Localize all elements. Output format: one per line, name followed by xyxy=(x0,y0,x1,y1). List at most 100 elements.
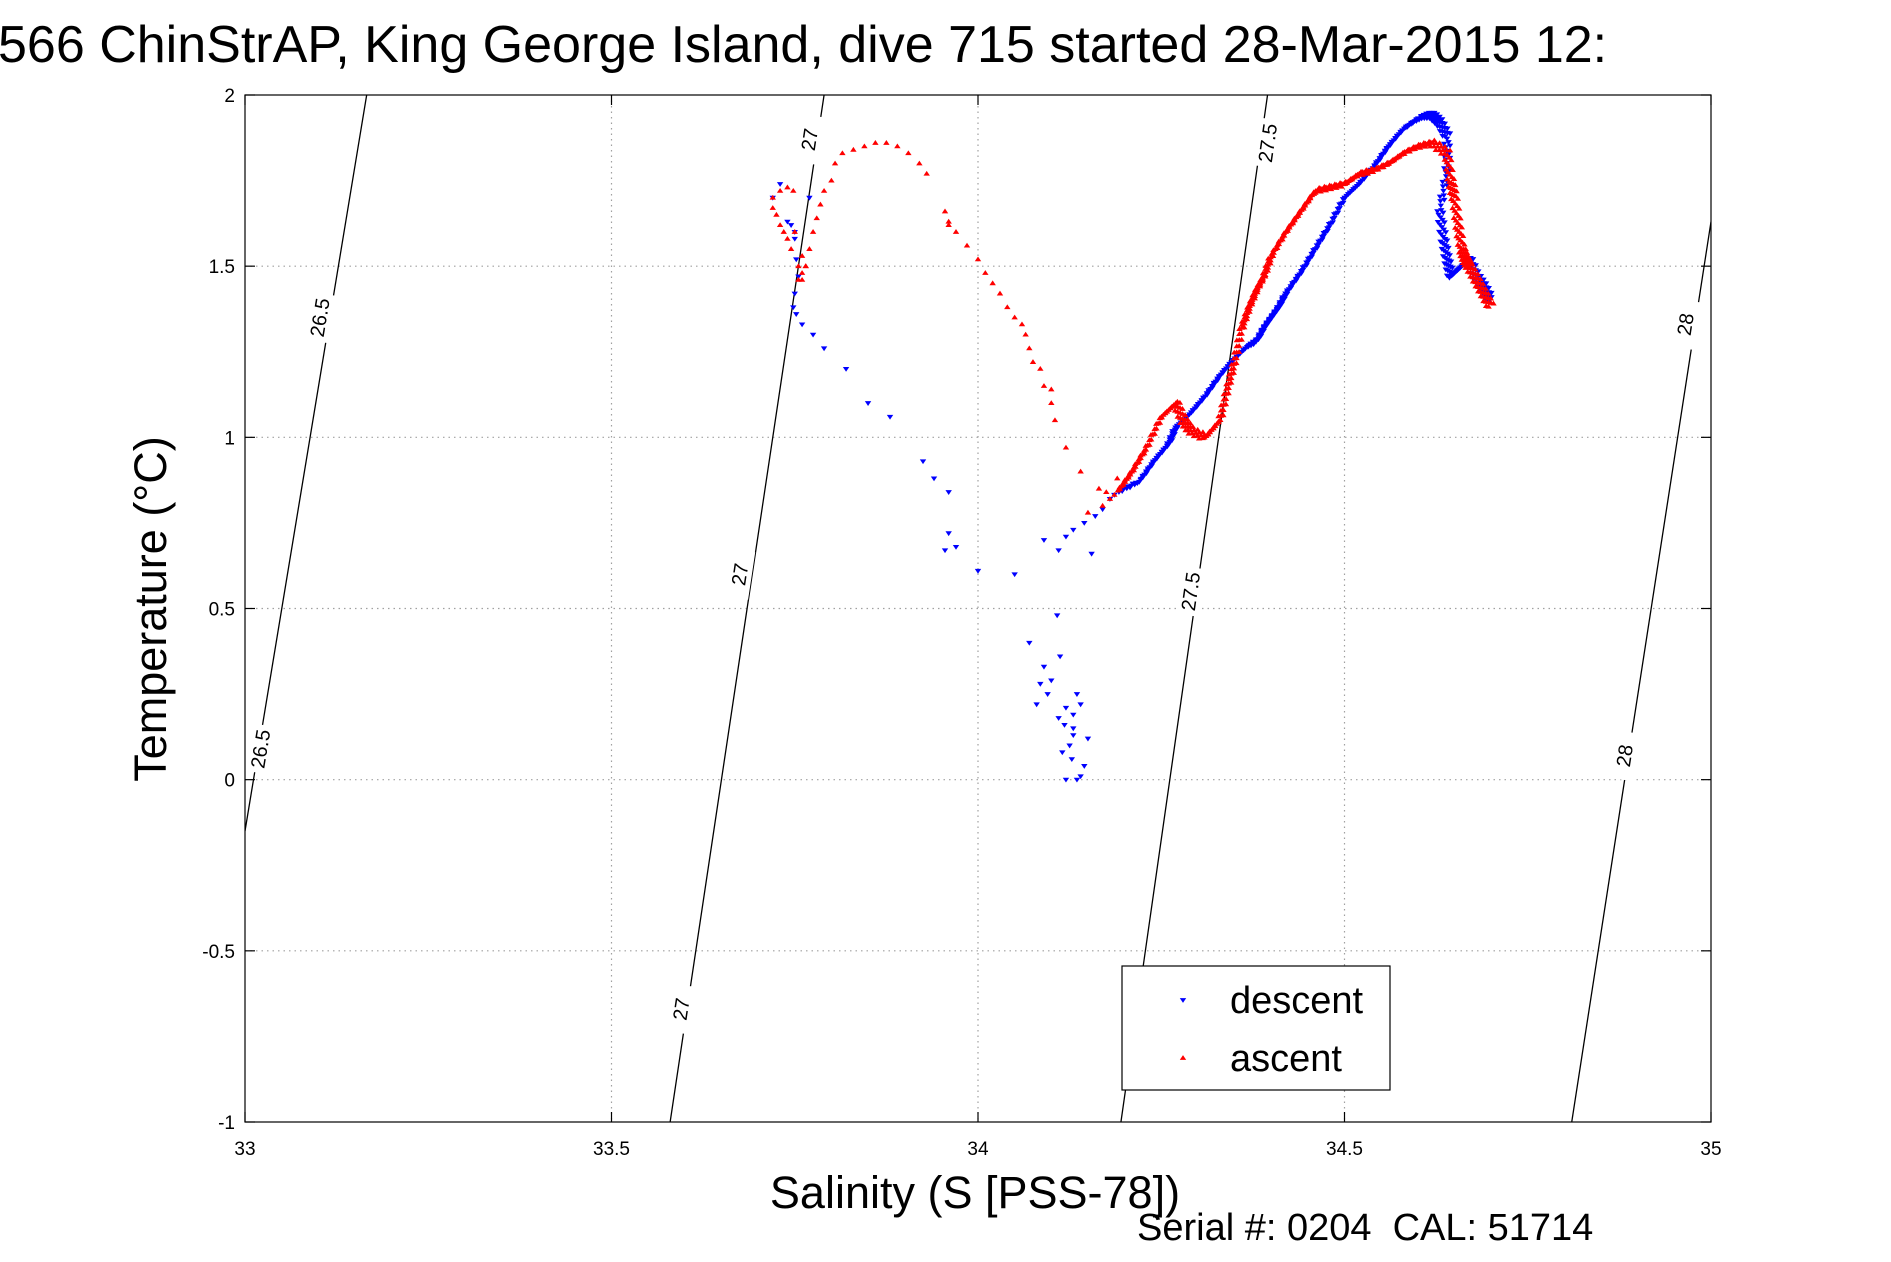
ascent-point xyxy=(963,242,971,248)
descent-point xyxy=(1485,285,1492,291)
descent-point xyxy=(1357,179,1364,185)
descent-point xyxy=(1221,367,1228,373)
descent-point xyxy=(1073,692,1081,697)
ascent-point xyxy=(1215,413,1222,419)
ascent-point xyxy=(1259,270,1267,276)
ascent-point xyxy=(1251,287,1259,292)
descent-point xyxy=(1276,300,1283,306)
contour-label-bg xyxy=(304,291,336,344)
descent-point xyxy=(1055,548,1062,554)
ascent-point xyxy=(1004,304,1011,310)
ascent-point xyxy=(1456,205,1463,211)
ascent-point xyxy=(773,211,780,217)
ascent-point xyxy=(1296,208,1303,214)
ascent-point xyxy=(1479,281,1487,286)
descent-point xyxy=(1056,654,1064,660)
contour-label-bg xyxy=(245,723,277,775)
ascent-point xyxy=(1385,161,1392,166)
ascent-point xyxy=(1029,359,1037,364)
ascent-point xyxy=(1262,263,1269,268)
ascent-point xyxy=(1450,176,1458,181)
ascent-point xyxy=(1011,314,1018,320)
descent-point xyxy=(1255,332,1263,338)
descent-point xyxy=(1445,140,1452,145)
contour-label-bg xyxy=(724,548,756,600)
ascent-point xyxy=(1184,416,1191,422)
ascent-point xyxy=(1111,491,1118,497)
ascent-point xyxy=(1279,233,1286,239)
descent-point xyxy=(1434,220,1442,225)
descent-point xyxy=(1215,374,1223,379)
ascent-point xyxy=(1441,143,1449,149)
ascent-point xyxy=(1223,385,1230,391)
ascent-point xyxy=(1228,361,1235,367)
ascent-point xyxy=(1225,376,1233,381)
descent-point xyxy=(1205,388,1212,394)
descent-point xyxy=(795,274,802,280)
descent-point xyxy=(776,182,784,187)
ascent-point xyxy=(1262,266,1269,271)
descent-point xyxy=(1437,199,1444,204)
ascent-point xyxy=(996,290,1004,296)
descent-point xyxy=(1155,453,1162,459)
ascent-point xyxy=(769,205,776,210)
descent-point xyxy=(1059,750,1066,756)
ascent-point xyxy=(1126,469,1134,475)
ascent-point xyxy=(1215,418,1222,424)
ascent-point xyxy=(1062,444,1070,450)
contour-label-27.5-0: 27.5 xyxy=(1255,122,1282,164)
ascent-point xyxy=(1454,195,1462,201)
ascent-point xyxy=(813,215,820,221)
descent-point xyxy=(1449,265,1456,271)
contour-label-27.5-1: 27.5 xyxy=(1178,571,1205,613)
ascent-point xyxy=(1463,250,1471,255)
descent-point xyxy=(1166,435,1174,441)
descent-point xyxy=(1263,320,1270,326)
descent-point xyxy=(1378,153,1385,158)
ascent-point xyxy=(1284,226,1291,231)
descent-point xyxy=(1445,245,1452,251)
descent-point xyxy=(791,236,798,242)
ascent-point xyxy=(1401,151,1408,156)
descent-point xyxy=(1440,188,1447,194)
ascent-point xyxy=(1354,173,1361,179)
ascent-point xyxy=(1322,187,1330,193)
serial-footer: Serial #: 0204 CAL: 51714 xyxy=(1137,1207,1593,1249)
ascent-point xyxy=(798,253,806,258)
descent-point xyxy=(1409,121,1416,127)
descent-point xyxy=(1250,342,1257,348)
descent-point xyxy=(1037,681,1044,687)
descent-point xyxy=(1446,253,1453,258)
descent-point xyxy=(1440,141,1448,147)
legend-box xyxy=(1121,965,1391,1091)
ascent-point xyxy=(1375,166,1382,172)
ascent-point xyxy=(1140,447,1148,453)
descent-point xyxy=(1336,202,1343,208)
descent-point xyxy=(1088,551,1095,557)
ascent-point xyxy=(1037,365,1044,371)
ascent-point xyxy=(1187,420,1194,426)
ascent-point xyxy=(883,140,890,145)
ascent-point xyxy=(894,143,901,149)
x-tick-label: 33 xyxy=(234,1139,255,1160)
ascent-point xyxy=(1211,422,1219,428)
descent-point xyxy=(1443,136,1451,142)
ascent-point xyxy=(1125,472,1132,478)
y-axis-label: Temperature (°C) xyxy=(125,436,176,782)
descent-point xyxy=(945,531,952,537)
ascent-point xyxy=(1459,233,1467,238)
contour-label-28-0: 28 xyxy=(1674,312,1699,337)
ascent-point xyxy=(769,194,776,200)
ascent-point xyxy=(916,160,923,166)
ascent-point xyxy=(1158,413,1165,419)
contour-label-bg xyxy=(1669,298,1701,350)
descent-point xyxy=(1126,485,1134,491)
legend-ascent-marker xyxy=(1179,1055,1187,1060)
descent-point xyxy=(1435,212,1442,218)
ascent-point xyxy=(1461,241,1468,247)
contour-label-28-1: 28 xyxy=(1613,743,1638,768)
ascent-point xyxy=(1422,143,1429,149)
ascent-point xyxy=(1265,255,1272,261)
descent-point xyxy=(790,305,797,311)
ascent-point xyxy=(923,170,930,176)
